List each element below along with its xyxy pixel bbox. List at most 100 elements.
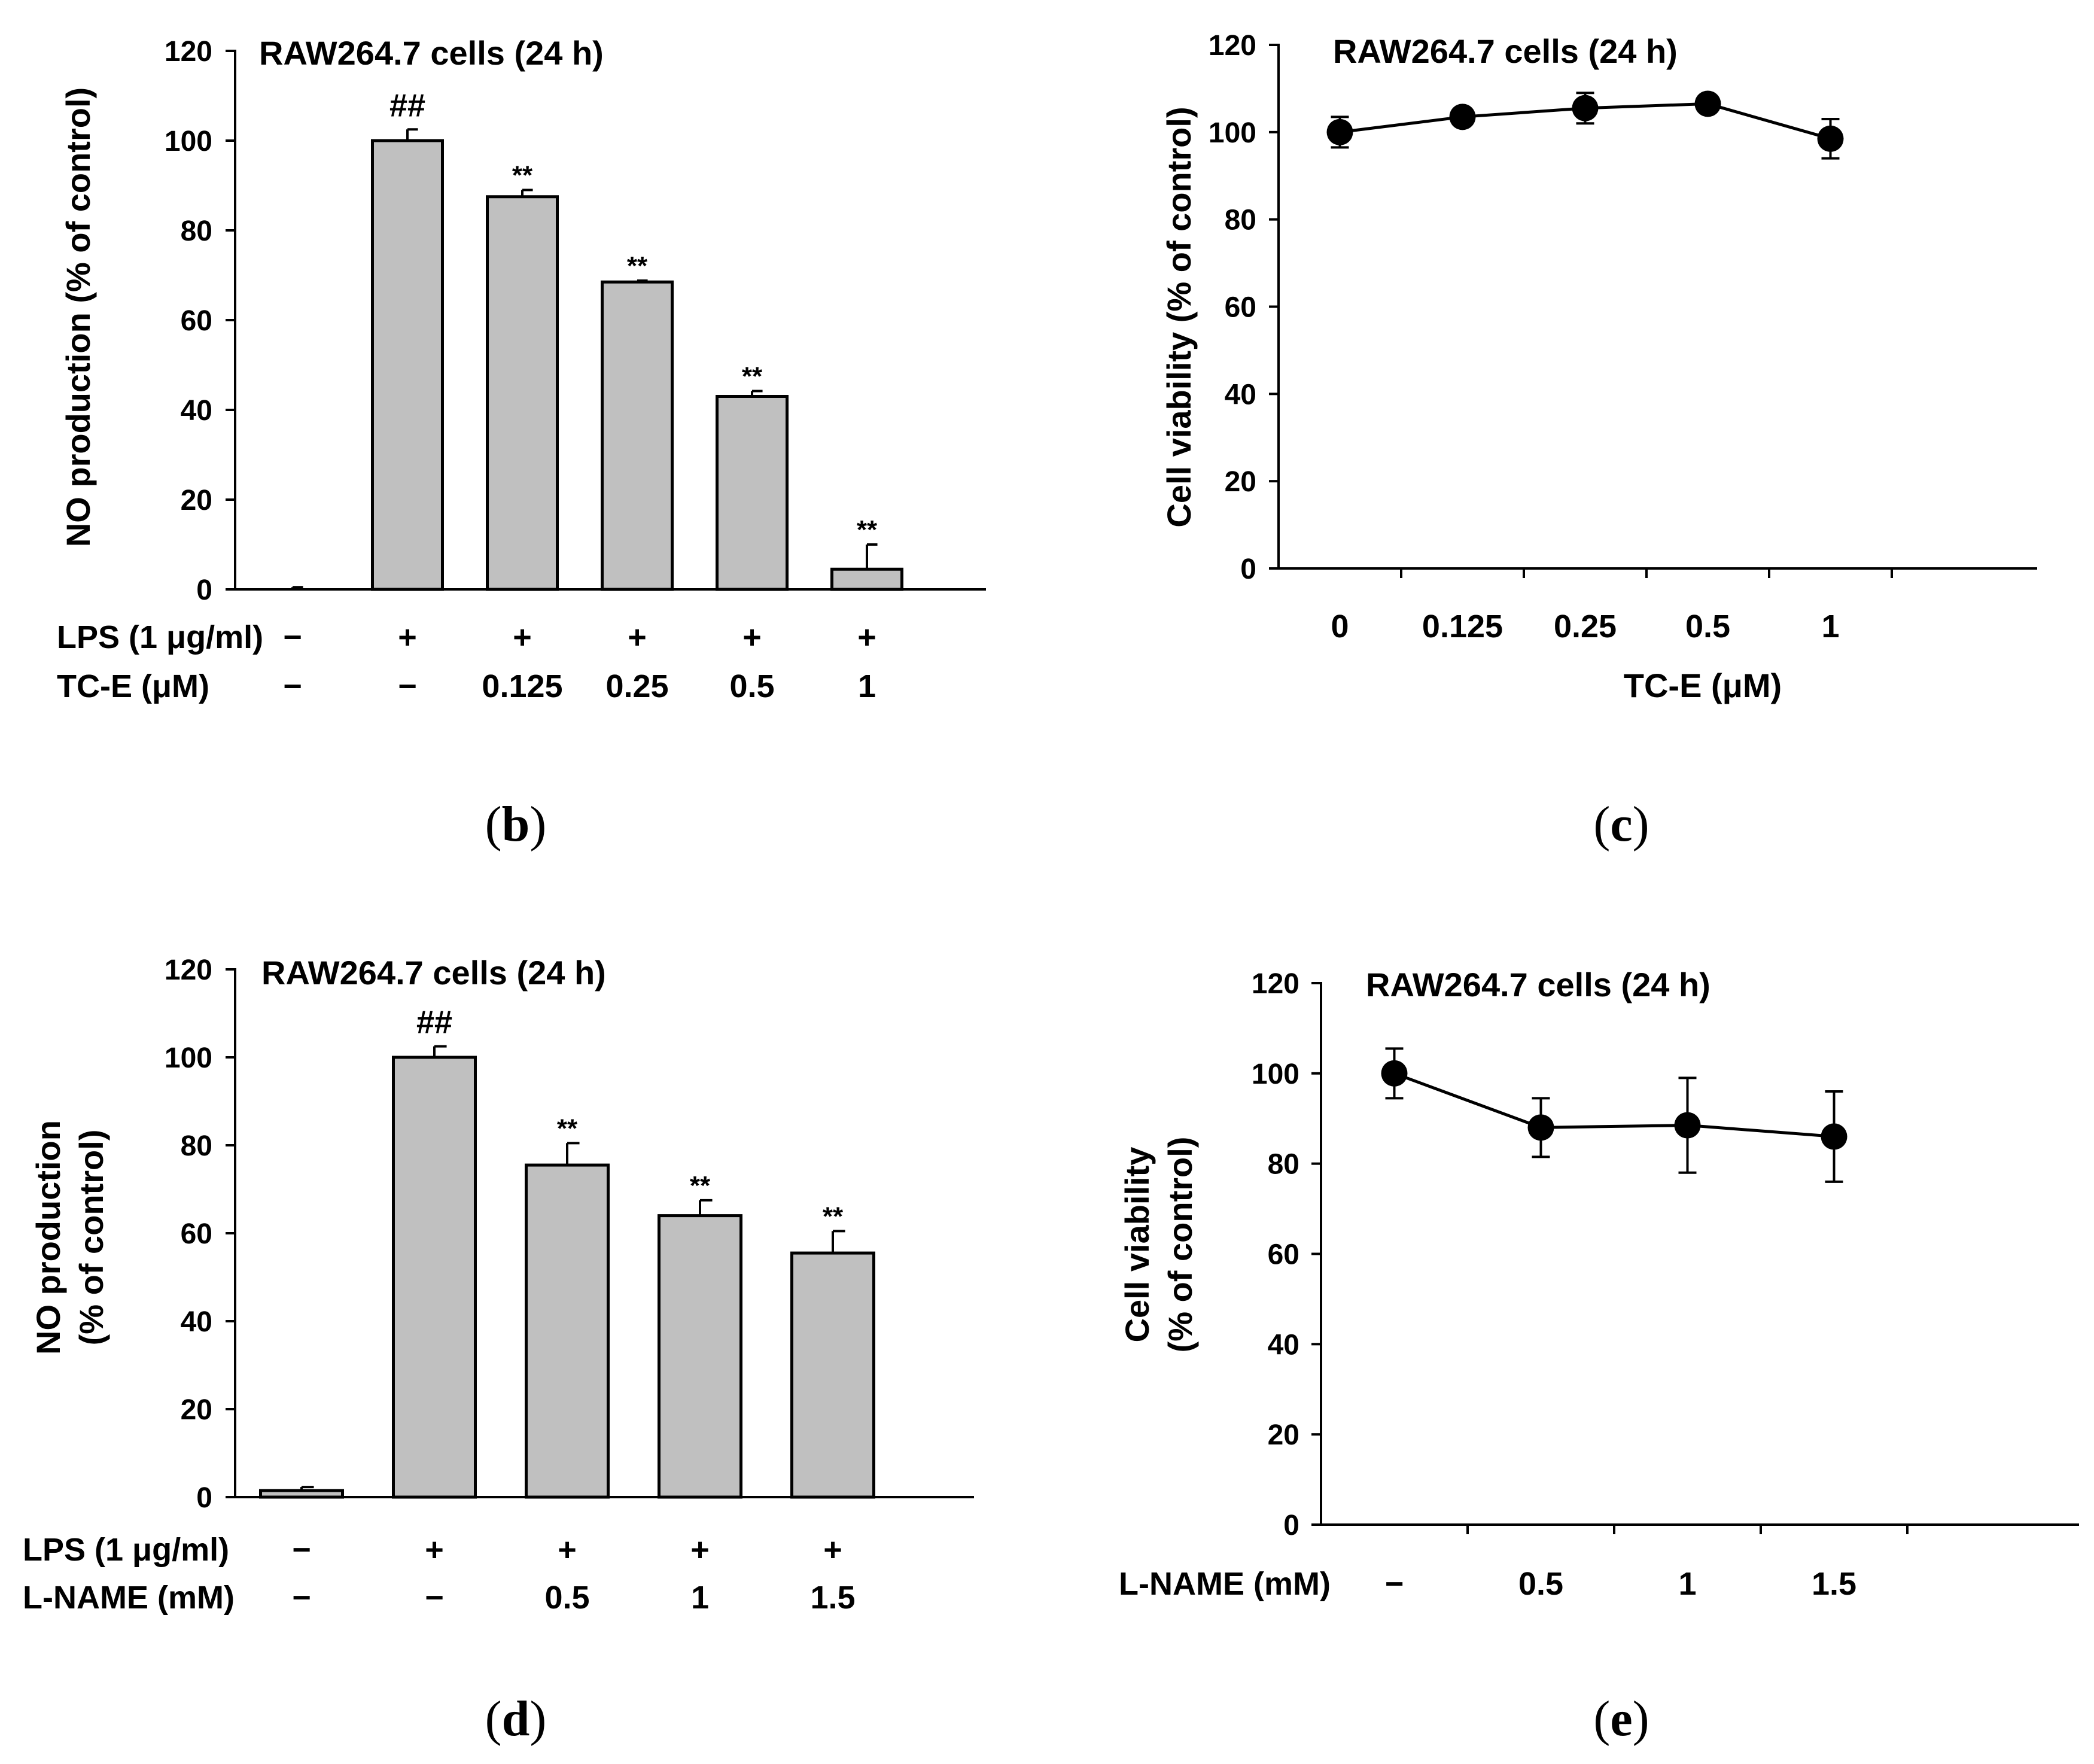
bar <box>486 195 559 591</box>
bar <box>830 567 903 591</box>
significance-label: ## <box>416 1005 452 1041</box>
chart-title: RAW264.7 cells (24 h) <box>261 954 606 992</box>
panel-label: (b) <box>485 796 547 852</box>
y-axis-title: NO production (% of control) <box>29 1120 110 1355</box>
panel-label-paren: ( <box>485 796 502 852</box>
y-tick-label: 40 <box>181 1306 212 1338</box>
panel-label-paren: ) <box>1633 1691 1649 1747</box>
panel-label-paren: ) <box>529 1691 546 1747</box>
row-cell-label: + <box>628 619 647 655</box>
row-cell-label: − <box>398 668 417 704</box>
panel-label: (e) <box>1593 1691 1649 1747</box>
chart-panel-d: 0 20 40 60 80 100 120 RAW264.7 cells (24 h) NO p… <box>23 954 974 1747</box>
panel-label-paren: ( <box>1593 1691 1610 1747</box>
bar <box>601 280 674 591</box>
x-tick-label: 1 <box>1678 1566 1696 1602</box>
bar <box>716 395 789 591</box>
y-tick-label: 0 <box>196 574 212 606</box>
y-tick-label: 0 <box>1283 1510 1299 1541</box>
row-cell-label: 1.5 <box>810 1580 855 1616</box>
significance-label: ** <box>823 1202 844 1231</box>
row-cell-label: 0.25 <box>605 668 668 704</box>
y-tick-label: 80 <box>1225 205 1256 236</box>
significance-label: ** <box>742 362 763 391</box>
row-label: LPS (1 μg/ml) <box>57 619 263 655</box>
y-tick-label: 120 <box>165 954 212 986</box>
significance-label: ** <box>857 515 878 545</box>
data-point <box>1381 1060 1408 1087</box>
bar <box>259 1489 344 1499</box>
row-cell-label: + <box>823 1532 842 1568</box>
row-label: TC-E (μM) <box>57 668 209 704</box>
panel-label-paren: ) <box>1633 796 1649 852</box>
data-point <box>1326 118 1353 145</box>
bar <box>392 1056 477 1499</box>
data-point <box>1572 95 1599 121</box>
row-cell-label: + <box>513 619 532 655</box>
chart-panel-b: 0 20 40 60 80 100 120 RAW264.7 cells (24 h) NO p… <box>57 34 986 852</box>
y-tick-label: 120 <box>1252 968 1299 1000</box>
y-tick-label: 100 <box>165 1042 212 1074</box>
y-tick-label: 60 <box>1268 1239 1299 1271</box>
data-point <box>1821 1123 1848 1150</box>
row-cell-label: + <box>558 1532 577 1568</box>
row-cell-label: + <box>742 619 762 655</box>
y-tick-label: 40 <box>1225 379 1256 410</box>
y-axis-title: Cell viability (% of control) <box>1160 107 1198 527</box>
row-cell-label: − <box>292 1532 311 1568</box>
row-cell-label: + <box>398 619 417 655</box>
data-point <box>1449 104 1476 130</box>
y-tick-label: 20 <box>1225 466 1256 498</box>
data-point <box>1674 1112 1701 1139</box>
data-point <box>1817 125 1844 152</box>
row-cell-label: 0.5 <box>544 1580 589 1616</box>
row-cell-label: 0.5 <box>729 668 774 704</box>
chart-title: RAW264.7 cells (24 h) <box>1366 966 1710 1003</box>
x-tick-label: 0 <box>1331 609 1349 644</box>
y-tick-label: 60 <box>1225 292 1256 324</box>
y-axis-title-line: Cell viability <box>1118 1147 1156 1343</box>
chart-panel-c: 0 20 40 60 80 100 120 RAW264.7 cells (24 h) Cell… <box>1160 30 2037 852</box>
significance-label: ** <box>690 1171 711 1200</box>
panel-label-paren: ) <box>529 796 546 852</box>
y-tick-label: 0 <box>1240 553 1256 585</box>
x-tick-label: 0.5 <box>1518 1566 1563 1602</box>
row-cell-label: + <box>425 1532 444 1568</box>
series-line <box>1393 1072 1834 1138</box>
chart-title: RAW264.7 cells (24 h) <box>259 34 604 72</box>
y-axis-title-line: (% of control) <box>72 1130 110 1346</box>
y-tick-label: 80 <box>181 1130 212 1162</box>
panel-label: (d) <box>485 1691 547 1747</box>
row-cell-label: + <box>690 1532 710 1568</box>
significance-label: ** <box>627 251 648 281</box>
y-tick-label: 0 <box>196 1482 212 1514</box>
y-tick-label: 120 <box>165 36 212 68</box>
bar <box>790 1251 875 1499</box>
y-axis-title-line: NO production <box>29 1120 67 1355</box>
row-label: L-NAME (mM) <box>23 1580 235 1616</box>
data-point <box>1694 90 1721 117</box>
chart-title: RAW264.7 cells (24 h) <box>1333 32 1678 70</box>
y-axis-title: Cell viability (% of control) <box>1118 1137 1199 1353</box>
bar <box>658 1214 742 1499</box>
y-tick-label: 80 <box>181 215 212 247</box>
x-tick-label: 0.25 <box>1554 609 1617 644</box>
y-tick-label: 120 <box>1209 30 1256 62</box>
row-cell-label: 0.125 <box>482 668 562 704</box>
y-axis-title-line: (% of control) <box>1161 1137 1199 1353</box>
panel-label-paren: ( <box>485 1691 502 1747</box>
panel-label-letter: e <box>1610 1691 1632 1747</box>
row-cell-label: − <box>292 1580 311 1616</box>
y-tick-label: 100 <box>1252 1059 1299 1090</box>
panel-label-letter: b <box>502 796 530 852</box>
x-tick-label: 1.5 <box>1812 1566 1856 1602</box>
x-axis-title: TC-E (μM) <box>1624 667 1782 704</box>
row-cell-label: 1 <box>691 1580 709 1616</box>
panel-label-paren: ( <box>1593 796 1610 852</box>
y-tick-label: 20 <box>181 485 212 516</box>
y-tick-label: 40 <box>1268 1329 1299 1361</box>
y-tick-label: 60 <box>181 305 212 337</box>
x-tick-label: − <box>1385 1566 1404 1602</box>
y-tick-label: 100 <box>1209 117 1256 149</box>
